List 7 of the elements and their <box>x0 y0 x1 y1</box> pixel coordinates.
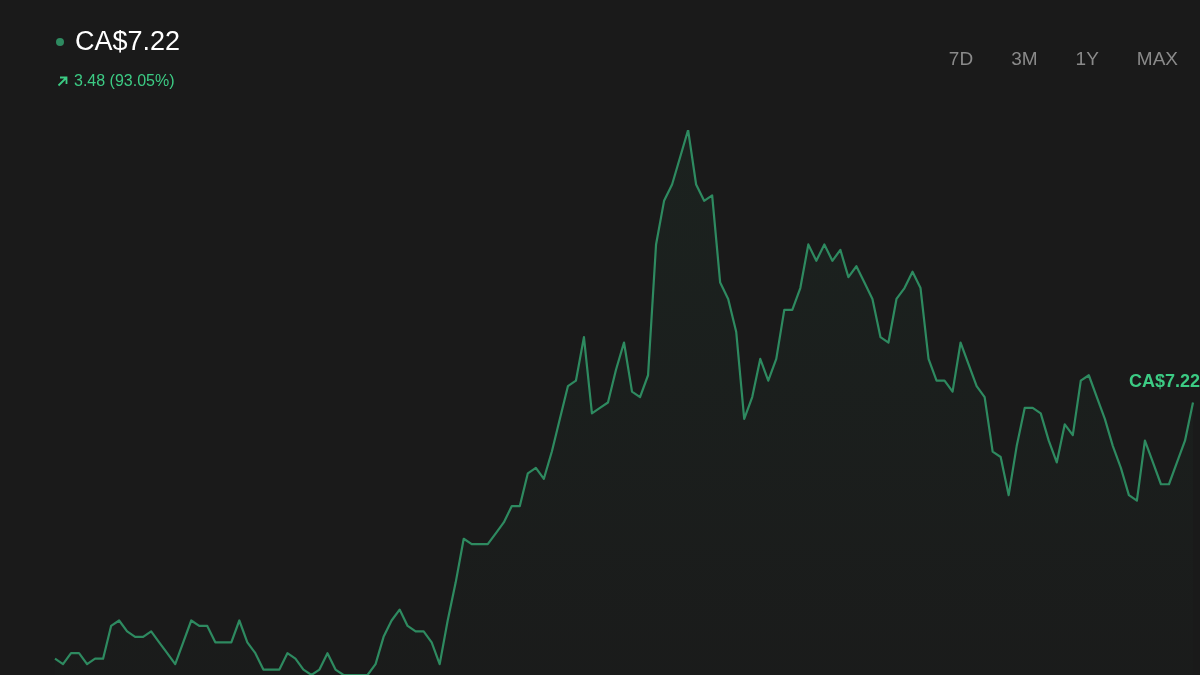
annotation: CA$7.22 <box>1128 370 1200 391</box>
text: MAX <box>1136 48 1178 70</box>
text: 3M <box>1011 48 1038 70</box>
chart-subtitle: 3.48 (93.05%) <box>74 72 175 90</box>
text: 7D <box>948 48 974 70</box>
text: 1Y <box>1075 48 1099 70</box>
chart-title: CA$7.22 <box>75 26 181 57</box>
